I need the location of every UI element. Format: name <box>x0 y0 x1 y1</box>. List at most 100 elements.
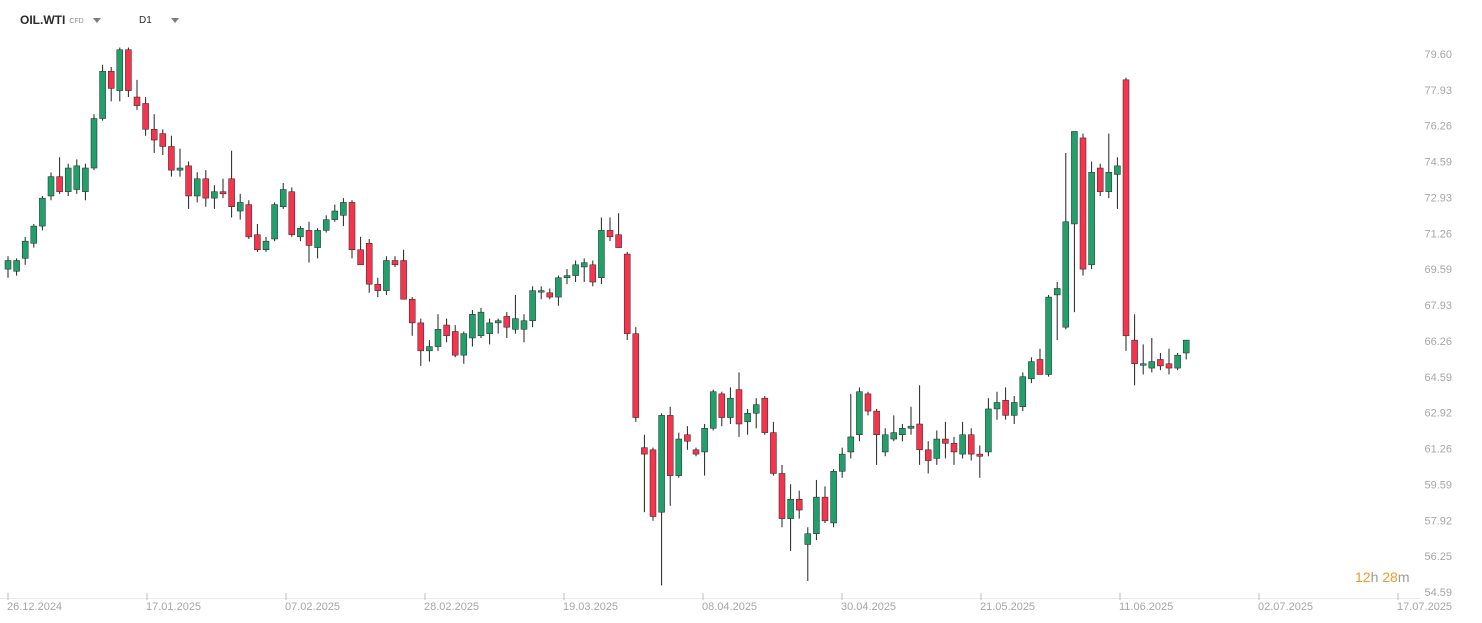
candle[interactable] <box>537 286 545 300</box>
candle[interactable] <box>1182 339 1190 360</box>
candle[interactable] <box>13 258 20 276</box>
candle[interactable] <box>340 198 347 227</box>
candle[interactable] <box>30 223 38 248</box>
candle[interactable] <box>219 178 227 199</box>
candle[interactable] <box>856 387 863 442</box>
symbol-name[interactable]: OIL.WTI <box>20 13 66 27</box>
candle[interactable] <box>847 393 855 459</box>
candle[interactable] <box>82 163 89 201</box>
candle[interactable] <box>245 200 253 239</box>
candle[interactable] <box>675 432 683 478</box>
candle[interactable] <box>744 408 751 435</box>
candle[interactable] <box>21 236 29 265</box>
candle[interactable] <box>985 398 992 457</box>
candle[interactable] <box>1165 348 1173 375</box>
candle[interactable] <box>649 447 657 521</box>
candle[interactable] <box>864 391 872 416</box>
candle[interactable] <box>1079 133 1087 276</box>
candle[interactable] <box>1019 372 1027 412</box>
candle[interactable] <box>107 66 115 102</box>
candle[interactable] <box>770 421 777 476</box>
candle[interactable] <box>1045 294 1052 377</box>
candle[interactable] <box>159 129 167 156</box>
candle[interactable] <box>47 172 55 201</box>
candle[interactable] <box>907 406 915 435</box>
candle[interactable] <box>1002 387 1009 420</box>
candle[interactable] <box>572 260 579 283</box>
candle[interactable] <box>477 307 485 338</box>
candle[interactable] <box>348 200 356 259</box>
candle[interactable] <box>254 223 261 252</box>
candle[interactable] <box>56 157 63 194</box>
candle[interactable] <box>469 309 476 347</box>
candle[interactable] <box>125 47 132 98</box>
candle[interactable] <box>589 260 597 287</box>
candle[interactable] <box>873 408 880 465</box>
candle[interactable] <box>512 294 519 334</box>
candle[interactable] <box>967 428 975 461</box>
candle[interactable] <box>942 421 949 459</box>
candle[interactable] <box>598 217 605 285</box>
candle[interactable] <box>400 249 407 300</box>
candle[interactable] <box>64 163 72 196</box>
candle[interactable] <box>185 161 192 209</box>
candle[interactable] <box>752 398 760 429</box>
candle[interactable] <box>426 340 433 362</box>
candle[interactable] <box>271 202 278 242</box>
candle[interactable] <box>666 406 674 506</box>
candle[interactable] <box>4 256 12 278</box>
candle[interactable] <box>881 428 889 457</box>
candle[interactable] <box>322 215 330 233</box>
candle[interactable] <box>176 148 184 177</box>
candle[interactable] <box>1062 152 1070 330</box>
candle[interactable] <box>1071 131 1078 313</box>
candle[interactable] <box>1174 353 1181 371</box>
candle[interactable] <box>761 396 769 435</box>
candle[interactable] <box>39 195 46 231</box>
candle[interactable] <box>735 372 743 437</box>
candle[interactable] <box>383 256 390 295</box>
candle[interactable] <box>632 327 640 422</box>
candle[interactable] <box>279 183 287 209</box>
candle[interactable] <box>606 217 614 242</box>
candle[interactable] <box>1131 314 1138 386</box>
symbol-dropdown-caret-icon[interactable] <box>92 17 101 23</box>
candle[interactable] <box>116 47 124 102</box>
candle[interactable] <box>924 441 932 474</box>
candle[interactable] <box>950 436 958 465</box>
candle[interactable] <box>1096 163 1104 196</box>
candle[interactable] <box>288 187 296 237</box>
candle[interactable] <box>486 318 493 345</box>
candle[interactable] <box>727 387 734 424</box>
candle[interactable] <box>99 64 106 121</box>
candle[interactable] <box>701 423 708 476</box>
candle[interactable] <box>1148 337 1156 373</box>
candle[interactable] <box>1105 133 1113 199</box>
candle[interactable] <box>821 486 829 523</box>
candle[interactable] <box>580 258 588 283</box>
candle[interactable] <box>623 251 631 341</box>
timeframe-label[interactable]: D1 <box>139 14 152 26</box>
candle[interactable] <box>1053 282 1061 341</box>
candle[interactable] <box>1122 77 1130 351</box>
candle[interactable] <box>1010 396 1018 424</box>
candle[interactable] <box>976 445 984 478</box>
candle[interactable] <box>778 464 786 528</box>
candle[interactable] <box>993 391 1001 420</box>
candle[interactable] <box>1157 353 1164 371</box>
candle[interactable] <box>297 226 304 242</box>
candle[interactable] <box>408 297 416 336</box>
candle[interactable] <box>1114 157 1121 209</box>
candle[interactable] <box>391 256 399 267</box>
candle[interactable] <box>90 114 98 171</box>
candle[interactable] <box>916 385 923 465</box>
candle[interactable] <box>142 97 149 136</box>
candle[interactable] <box>451 325 459 358</box>
candle[interactable] <box>211 185 218 209</box>
candle[interactable] <box>331 204 339 222</box>
candle[interactable] <box>1028 357 1035 384</box>
candle[interactable] <box>503 312 511 338</box>
candle[interactable] <box>709 389 717 431</box>
candle[interactable] <box>838 447 846 478</box>
